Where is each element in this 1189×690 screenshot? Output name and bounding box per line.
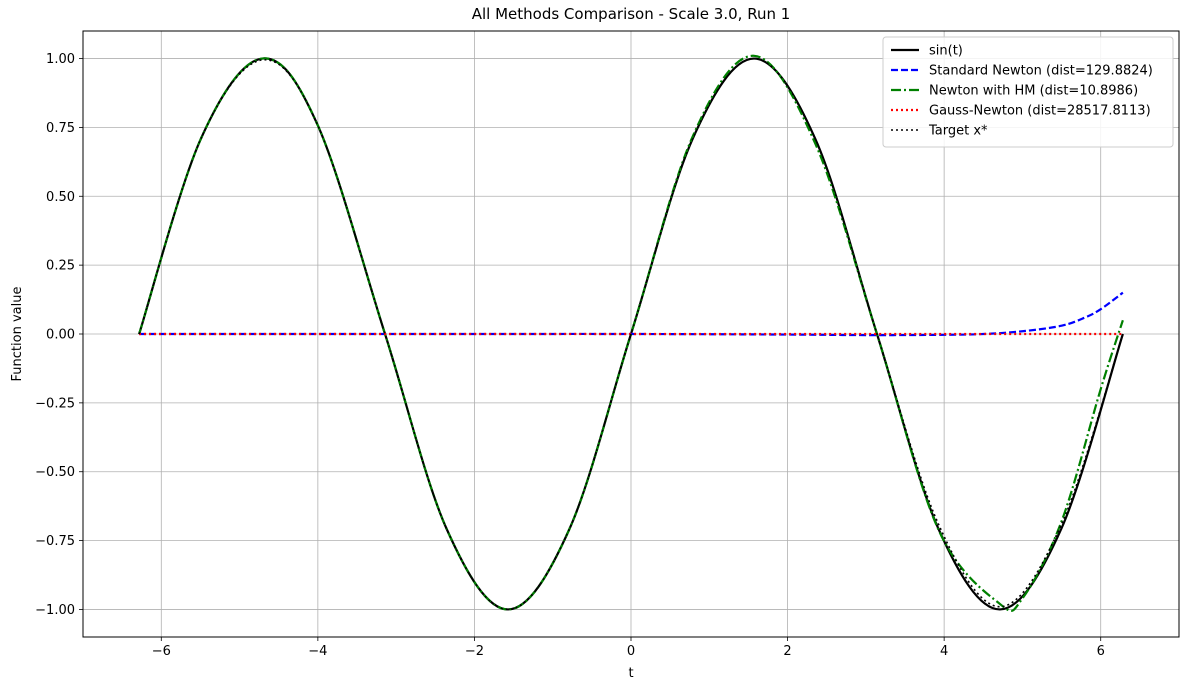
legend-sin: sin(t) bbox=[891, 44, 963, 59]
x-tick-label: 2 bbox=[783, 644, 791, 659]
series-target bbox=[138, 57, 1124, 611]
x-tick-label: 6 bbox=[1097, 644, 1105, 659]
legend-label: Standard Newton (dist=129.8824) bbox=[929, 64, 1153, 79]
grid bbox=[83, 31, 1179, 637]
legend: sin(t) Standard Newton (dist=129.8824) New… bbox=[882, 36, 1174, 148]
y-tick-label: −0.50 bbox=[35, 465, 75, 480]
x-tick-label: −2 bbox=[465, 644, 484, 659]
x-tick-label: 4 bbox=[940, 644, 948, 659]
legend-label: Target x* bbox=[928, 124, 988, 139]
legend-label: sin(t) bbox=[929, 44, 963, 59]
y-tick-label: −1.00 bbox=[35, 603, 75, 618]
y-tick-label: 0.50 bbox=[46, 190, 75, 205]
legend-label: Gauss-Newton (dist=28517.8113) bbox=[929, 104, 1151, 119]
legend-label: Newton with HM (dist=10.8986) bbox=[929, 84, 1138, 99]
y-tick-label: 0.75 bbox=[46, 121, 75, 136]
x-axis-label: t bbox=[628, 666, 633, 681]
y-tick-label: −0.75 bbox=[35, 534, 75, 549]
axis-ticks: −6 −4 −2 0 2 4 6 −1.00 −0.75 −0.50 −0.25 0.00 0.25 0.… bbox=[35, 52, 1105, 659]
x-tick-label: −6 bbox=[152, 644, 171, 659]
series-newton-hm bbox=[138, 54, 1124, 612]
y-tick-label: 1.00 bbox=[46, 52, 75, 67]
y-tick-label: 0.25 bbox=[46, 259, 75, 274]
legend-box bbox=[882, 36, 1174, 148]
legend-gauss-newton: Gauss-Newton (dist=28517.8113) bbox=[891, 104, 1151, 119]
y-axis-label: Function value bbox=[10, 287, 25, 382]
x-tick-label: −4 bbox=[308, 644, 327, 659]
chart-title: All Methods Comparison - Scale 3.0, Run … bbox=[472, 5, 791, 23]
legend-standard-newton: Standard Newton (dist=129.8824) bbox=[891, 64, 1153, 79]
series-standard-newton bbox=[139, 291, 1124, 337]
y-tick-label: −0.25 bbox=[35, 396, 75, 411]
legend-target: Target x* bbox=[891, 124, 988, 139]
x-tick-label: 0 bbox=[627, 644, 635, 659]
plot-series bbox=[138, 54, 1124, 612]
y-tick-label: 0.00 bbox=[46, 328, 75, 343]
legend-newton-hm: Newton with HM (dist=10.8986) bbox=[891, 84, 1138, 99]
